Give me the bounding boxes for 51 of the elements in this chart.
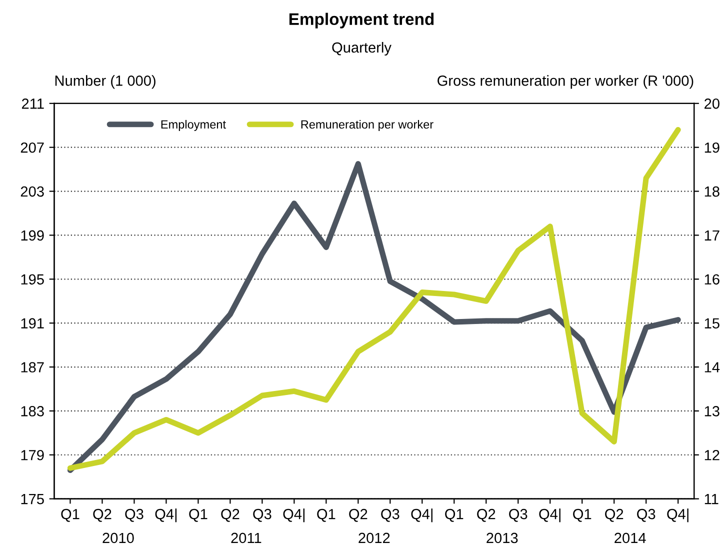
x-tick-label: Q4| bbox=[155, 508, 177, 522]
x-tick-label: Q2 bbox=[221, 508, 240, 522]
x-tick-label: Q2 bbox=[93, 508, 112, 522]
text: 2012 bbox=[358, 532, 390, 544]
y2-tick-label: 17 bbox=[704, 230, 720, 240]
y2-tick-label: 20 bbox=[704, 98, 720, 109]
y2-tick-label: 14 bbox=[704, 362, 720, 372]
legend-label: Remuneration per worker bbox=[301, 120, 434, 131]
chart-title: Employment trend bbox=[289, 12, 434, 28]
text: 2010 bbox=[102, 532, 134, 544]
y-tick-label: 199 bbox=[21, 230, 44, 241]
y-tick-label: 195 bbox=[21, 274, 44, 285]
y2-tick-label: 19 bbox=[704, 142, 720, 153]
y-axis-title: Number (1 000) bbox=[55, 75, 156, 89]
y-tick-label: 179 bbox=[21, 450, 44, 460]
chart-subtitle: Quarterly bbox=[332, 42, 392, 56]
x-tick-label: Q1 bbox=[573, 508, 592, 522]
x-tick-label: Q1 bbox=[61, 508, 80, 522]
x-tick-label: Q4| bbox=[411, 508, 432, 522]
y-tick-label: 175 bbox=[21, 494, 44, 504]
x-tick-label: Q1 bbox=[189, 508, 208, 522]
text: 2011 bbox=[231, 532, 262, 544]
text: 2013 bbox=[486, 532, 518, 544]
y2-tick-label: 13 bbox=[704, 406, 720, 416]
x-tick-label: Q4| bbox=[283, 508, 304, 522]
y-tick-label: 211 bbox=[22, 98, 44, 109]
y-tick-label: 183 bbox=[21, 406, 44, 416]
x-tick-label: Q3 bbox=[253, 508, 272, 522]
y2-axis-title: Gross remuneration per worker (R '000) bbox=[438, 75, 694, 89]
y2-tick-label: 11 bbox=[704, 494, 718, 504]
x-tick-label: Q2 bbox=[605, 508, 624, 522]
x-tick-label: Q1 bbox=[317, 508, 336, 522]
x-tick-label: Q2 bbox=[477, 508, 496, 522]
text: 2014 bbox=[614, 532, 646, 544]
y2-tick-label: 18 bbox=[704, 186, 720, 197]
x-tick-label: Q1 bbox=[445, 508, 464, 522]
y-tick-label: 207 bbox=[20, 142, 44, 153]
x-tick-label: Q3 bbox=[381, 508, 400, 522]
legend-label: Employment bbox=[161, 120, 226, 131]
x-tick-label: Q4| bbox=[539, 508, 560, 522]
y-tick-label: 187 bbox=[21, 362, 44, 372]
x-tick-label: Q3 bbox=[125, 508, 144, 522]
y2-tick-label: 15 bbox=[704, 318, 720, 329]
x-tick-label: Q2 bbox=[349, 508, 368, 522]
y2-tick-label: 16 bbox=[704, 274, 720, 285]
y-tick-label: 191 bbox=[21, 318, 44, 329]
y2-tick-label: 12 bbox=[704, 450, 720, 460]
x-tick-label: Q3 bbox=[637, 508, 656, 522]
x-tick-label: Q4| bbox=[667, 508, 688, 522]
x-tick-label: Q3 bbox=[509, 508, 528, 522]
y-tick-label: 203 bbox=[20, 186, 44, 197]
